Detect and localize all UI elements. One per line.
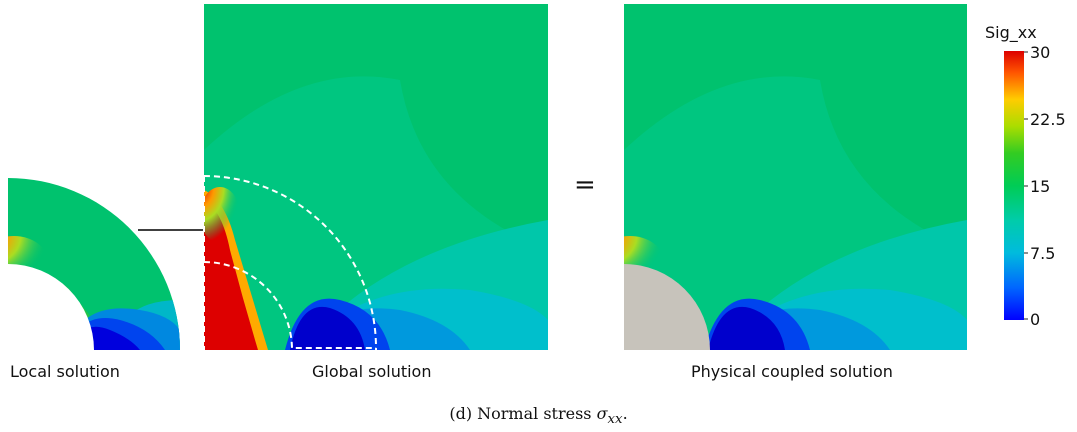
colorbar-tick-0: 0 bbox=[1030, 310, 1041, 329]
equals-sign: = bbox=[574, 170, 596, 200]
caption-subscript: xx bbox=[607, 412, 623, 428]
colorbar-tick-15: 15 bbox=[1030, 177, 1051, 196]
caption-symbol: σ bbox=[596, 404, 608, 423]
global-solution-plot bbox=[203, 4, 548, 350]
global-solution-label: Global solution bbox=[312, 362, 432, 381]
colorbar bbox=[1004, 51, 1028, 320]
local-solution-label: Local solution bbox=[10, 362, 120, 381]
colorbar-tick-30: 30 bbox=[1030, 43, 1051, 62]
colorbar-tick-7-5: 7.5 bbox=[1030, 244, 1056, 263]
hole-region bbox=[624, 264, 710, 350]
inner-interface-arc bbox=[203, 261, 376, 349]
coupled-solution-plot bbox=[624, 4, 967, 350]
colorbar-title: Sig_xx bbox=[985, 23, 1037, 42]
local-solution-plot bbox=[8, 178, 180, 350]
caption-suffix: . bbox=[622, 404, 628, 423]
colorbar-bar bbox=[1004, 51, 1024, 320]
caption-prefix: (d) Normal stress bbox=[449, 404, 592, 423]
outer-interface-arc bbox=[203, 175, 377, 350]
colorbar-tick-22-5: 22.5 bbox=[1030, 110, 1066, 129]
figure-caption: (d) Normal stress σxx. bbox=[0, 404, 1077, 427]
coupled-solution-label: Physical coupled solution bbox=[691, 362, 893, 381]
